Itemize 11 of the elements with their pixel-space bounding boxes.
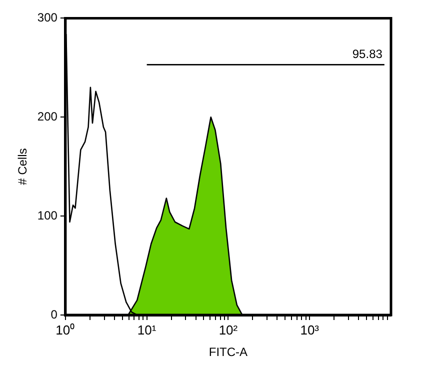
x-tick-label: 10⁰: [56, 322, 76, 338]
y-axis-title: # Cells: [16, 148, 30, 185]
y-tick-label: 200: [37, 109, 58, 124]
y-tick-label: 100: [37, 208, 58, 222]
y-tick-label: 300: [37, 10, 58, 25]
x-tick-label: 10²: [218, 322, 238, 338]
annotation: 95.83: [352, 47, 383, 62]
x-tick-label: 10³: [300, 322, 320, 338]
y-tick-label: 0: [50, 307, 58, 322]
x-tick-label: 10¹: [137, 322, 157, 338]
x-axis-title: FITC-A: [208, 345, 248, 360]
